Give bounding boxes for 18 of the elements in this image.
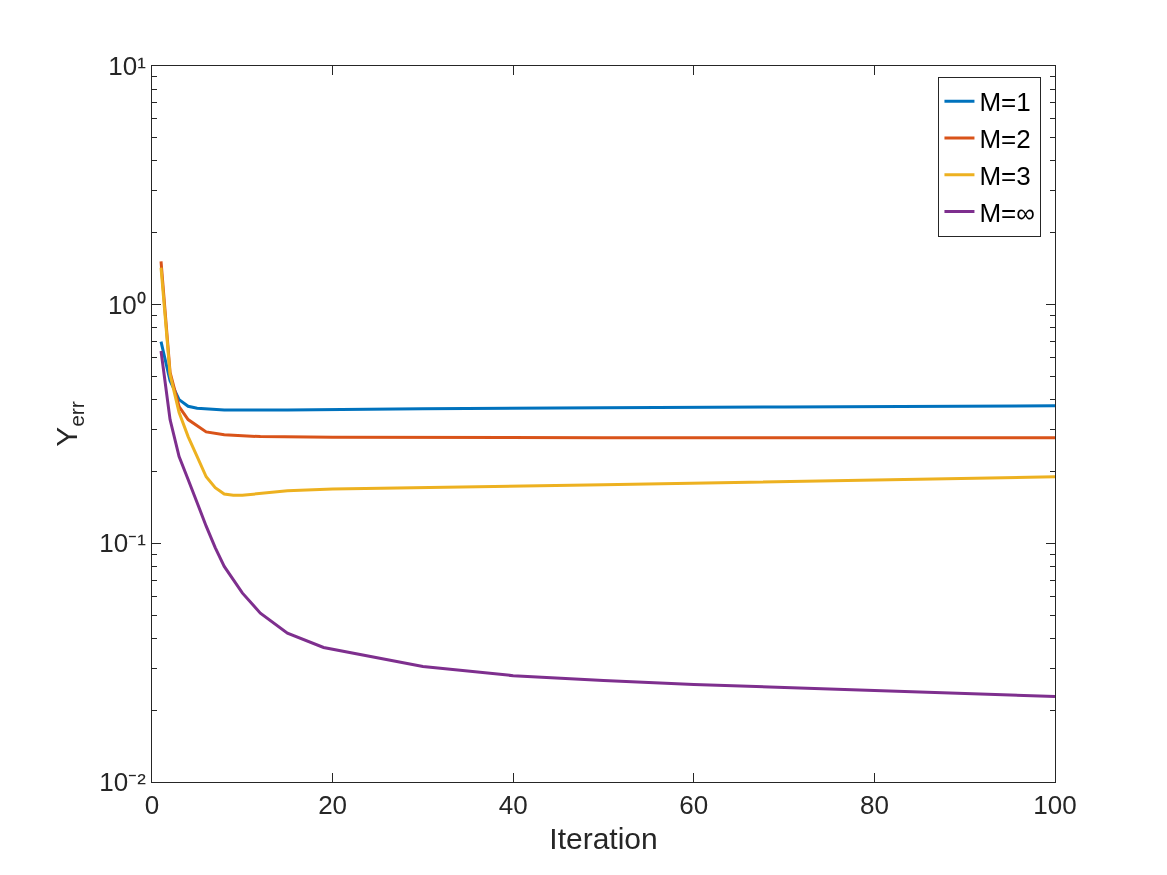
line-series: [159, 266, 1055, 497]
legend-label: M=∞: [979, 197, 1035, 228]
y-tick-label: 10⁻²: [99, 767, 147, 798]
x-tick-label: 60: [679, 790, 709, 821]
x-tick-label: 80: [859, 790, 889, 821]
legend-label: M=2: [979, 124, 1031, 155]
y-tick-label: 10⁻¹: [99, 528, 147, 559]
legend-label: M=3: [979, 160, 1031, 191]
x-axis-title: Iteration: [549, 821, 658, 855]
legend-label: M=1: [979, 87, 1031, 118]
line-series: [159, 340, 1055, 412]
y-tick-label: 10⁰: [107, 289, 146, 320]
line-series: [159, 349, 1055, 699]
y-tick-label: 10¹: [108, 51, 147, 82]
x-tick-label: 20: [318, 790, 348, 821]
x-tick-label: 100: [1033, 790, 1077, 821]
x-tick-label: 40: [498, 790, 528, 821]
x-tick-label: 0: [144, 790, 160, 821]
